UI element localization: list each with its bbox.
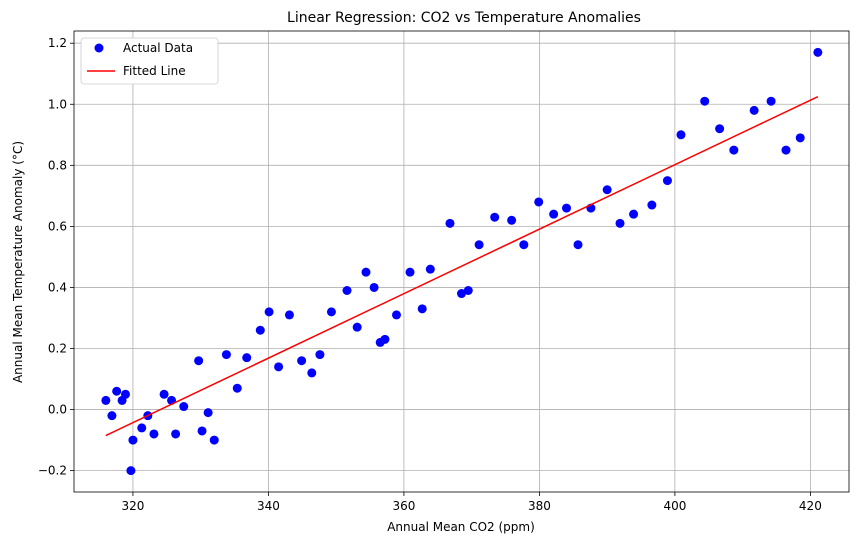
legend-label-fitted-line: Fitted Line: [123, 64, 186, 78]
x-tick-label: 380: [528, 499, 551, 513]
chart-title: Linear Regression: CO2 vs Temperature An…: [287, 10, 641, 26]
data-point: [445, 218, 455, 228]
data-point: [112, 386, 122, 396]
data-point: [781, 145, 791, 155]
y-tick-label: 0.6: [48, 219, 67, 233]
x-tick-label: 420: [799, 499, 822, 513]
data-point: [700, 96, 710, 106]
y-tick-label: 1.2: [48, 36, 67, 50]
y-tick-label: −0.2: [38, 464, 67, 478]
data-point: [729, 145, 739, 155]
legend: Actual Data Fitted Line: [80, 37, 219, 85]
data-point: [107, 411, 117, 421]
data-point: [179, 402, 189, 412]
data-point: [352, 322, 362, 332]
data-point: [391, 310, 401, 320]
plot-area: [101, 47, 823, 476]
data-point: [562, 203, 572, 213]
data-point: [549, 209, 559, 219]
data-point: [417, 304, 427, 314]
data-point: [813, 47, 823, 57]
data-point: [128, 435, 138, 445]
data-point: [615, 218, 625, 228]
y-tick-label: 0.8: [48, 158, 67, 172]
y-axis: −0.2 0.0 0.2 0.4 0.6 0.8 1.0 1.2: [38, 36, 74, 478]
data-point: [676, 130, 686, 140]
data-point: [573, 240, 583, 250]
x-tick-label: 360: [392, 499, 415, 513]
data-point: [457, 289, 466, 299]
data-point: [749, 105, 759, 115]
data-point: [307, 368, 317, 378]
data-point: [715, 124, 725, 134]
data-point: [647, 200, 657, 210]
data-point: [369, 282, 379, 292]
data-point: [662, 176, 672, 186]
data-point: [120, 389, 130, 399]
x-tick-label: 340: [257, 499, 280, 513]
data-point: [171, 429, 181, 439]
data-point: [255, 325, 265, 335]
x-axis: 320 340 360 380 400 420: [121, 492, 822, 513]
data-point: [795, 133, 805, 143]
data-point: [221, 350, 231, 360]
data-point: [149, 429, 159, 439]
data-point: [297, 356, 307, 366]
data-point: [242, 353, 252, 363]
y-axis-label: Annual Mean Temperature Anomaly (°C): [11, 141, 25, 383]
x-tick-label: 320: [121, 499, 144, 513]
data-point: [326, 307, 336, 317]
data-point: [490, 212, 500, 222]
data-point: [361, 267, 371, 277]
data-point: [203, 408, 213, 418]
fitted-line: [105, 95, 819, 437]
data-point: [159, 389, 169, 399]
data-point: [264, 307, 274, 317]
data-point: [519, 240, 529, 250]
data-point: [209, 435, 219, 445]
data-point: [137, 423, 147, 433]
data-point: [534, 197, 544, 207]
data-point: [425, 264, 435, 274]
data-point: [315, 350, 325, 360]
legend-label-actual-data: Actual Data: [123, 41, 193, 55]
data-point: [602, 185, 612, 195]
y-tick-label: 0.2: [48, 342, 67, 356]
legend-box: [80, 37, 219, 85]
y-tick-label: 0.4: [48, 280, 67, 294]
data-point: [507, 215, 517, 225]
x-axis-label: Annual Mean CO2 (ppm): [387, 520, 535, 534]
plot-frame: [73, 30, 850, 493]
y-tick-label: 1.0: [48, 97, 67, 111]
data-point: [380, 334, 390, 344]
data-point: [274, 362, 284, 372]
grid-layer: [74, 31, 849, 492]
data-point: [342, 286, 352, 296]
data-point: [463, 286, 473, 296]
data-point: [629, 209, 639, 219]
data-point: [405, 267, 415, 277]
legend-marker-actual-data: [94, 43, 104, 53]
data-point: [194, 356, 204, 366]
data-point: [766, 96, 776, 106]
data-point: [101, 395, 111, 405]
data-point: [284, 310, 294, 320]
data-point: [474, 240, 484, 250]
data-point: [232, 383, 242, 393]
data-point: [126, 466, 136, 476]
data-point: [197, 426, 207, 436]
y-tick-label: 0.0: [48, 403, 67, 417]
x-tick-label: 400: [663, 499, 686, 513]
